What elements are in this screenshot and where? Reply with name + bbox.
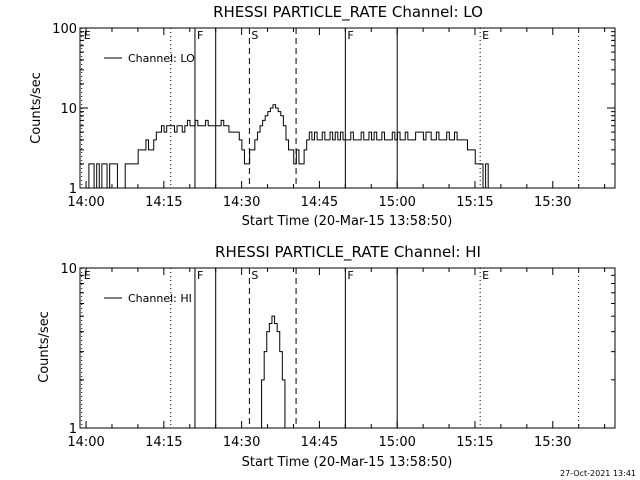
panel-hi-marker-label: E [84,269,91,282]
panel-lo-xtick-label: 14:15 [145,195,182,210]
panel-hi-xtick-label: 14:30 [223,435,260,450]
panel-lo-marker-label: E [482,29,489,42]
panel-hi-marker-label: S [251,269,258,282]
panel-lo-marker-label: F [197,29,203,42]
panel-lo-xtick-label: 14:45 [301,195,338,210]
panel-hi-xtick-label: 14:15 [145,435,182,450]
panel-hi-legend: Channel: HI [104,292,192,305]
panel-lo-ylabel: Counts/sec [29,72,44,144]
panel-lo-xtick-label: 15:00 [378,195,415,210]
panel-hi-ytick-label: 10 [60,262,77,277]
panel-hi-legend-label: Channel: HI [128,292,192,305]
panel-lo-xtick-label: 14:00 [67,195,104,210]
panel-hi: RHESSI PARTICLE_RATE Channel: HI Counts/… [37,243,481,470]
panel-lo-marker-label: S [251,29,258,42]
panel-lo-series-line [82,104,566,189]
panel-lo-ytick-label: 100 [52,22,77,37]
panel-lo-plot: 14:00 14:15 14:30 14:45 15:00 15:15 15:30 1 10 10… [52,22,616,210]
panel-hi-ytick-label: 1 [69,422,77,437]
panel-lo-marker-label: E [84,29,91,42]
panel-lo-xtick-label: 15:30 [534,195,571,210]
panel-hi-xtick-label: 15:00 [378,435,415,450]
panel-lo: RHESSI PARTICLE_RATE Channel: LO Counts/… [29,3,483,229]
panel-hi-xtick-label: 15:15 [456,435,493,450]
panel-hi-series-line [258,315,288,429]
panel-hi-frame [79,267,616,429]
panel-hi-title: RHESSI PARTICLE_RATE Channel: HI [215,243,481,262]
panel-lo-marker-label: F [347,29,353,42]
panel-hi-xtick-label: 14:00 [67,435,104,450]
panel-hi-xtick-label: 14:45 [301,435,338,450]
panel-lo-xlabel: Start Time (20-Mar-15 13:58:50) [242,214,453,229]
panel-lo-xtick-label: 14:30 [223,195,260,210]
panel-hi-xtick-label: 15:30 [534,435,571,450]
panel-hi-xlabel: Start Time (20-Mar-15 13:58:50) [242,455,453,470]
panel-hi-marker-label: F [197,269,203,282]
panel-hi-marker-label: F [347,269,353,282]
timestamp: 27-Oct-2021 13:41 [560,469,636,478]
panel-lo-legend-label: Channel: LO [128,52,195,65]
panel-lo-ytick-label: 1 [69,182,77,197]
panel-lo-xtick-label: 15:15 [456,195,493,210]
panel-lo-ytick-label: 10 [60,102,77,117]
panel-lo-title: RHESSI PARTICLE_RATE Channel: LO [213,3,483,22]
panel-hi-marker-label: E [482,269,489,282]
panel-hi-plot: 14:00 14:15 14:30 14:45 15:00 15:15 15:30 1 10 E F… [60,262,616,450]
panel-hi-ylabel: Counts/sec [37,311,52,383]
panel-lo-legend: Channel: LO [104,52,195,65]
